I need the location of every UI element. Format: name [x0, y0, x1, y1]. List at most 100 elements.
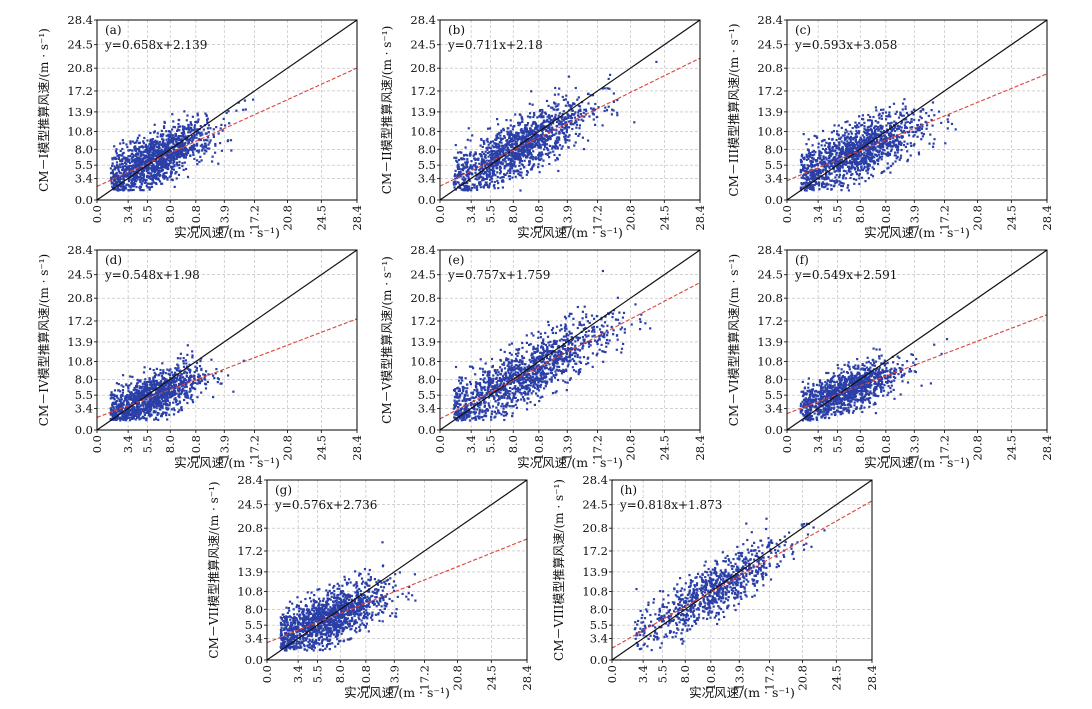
scatter-point: [496, 175, 499, 179]
scatter-point: [160, 129, 163, 132]
scatter-point: [810, 166, 813, 169]
scatter-point: [111, 158, 114, 161]
scatter-point: [109, 413, 112, 416]
scatter-point: [519, 148, 522, 152]
scatter-point: [113, 165, 116, 168]
scatter-point: [470, 160, 473, 163]
scatter-point: [219, 127, 222, 130]
scatter-point: [824, 185, 827, 188]
scatter-point: [557, 93, 560, 96]
scatter-point: [856, 163, 860, 166]
scatter-point: [912, 130, 915, 134]
scatter-point: [828, 145, 831, 148]
scatter-point: [803, 163, 806, 167]
scatter-point: [139, 379, 142, 382]
scatter-point: [603, 109, 606, 113]
scatter-point: [833, 180, 836, 183]
scatter-point: [530, 90, 533, 93]
scatter-point: [835, 166, 839, 169]
scatter-point: [866, 163, 869, 166]
scatter-point: [110, 176, 113, 179]
scatter-point: [903, 129, 906, 132]
scatter-point: [567, 135, 570, 138]
scatter-point: [576, 98, 579, 101]
scatter-point: [196, 396, 199, 399]
scatter-point: [877, 121, 880, 124]
scatter-point: [510, 151, 513, 154]
scatter-point: [170, 165, 173, 168]
scatter-points: [109, 344, 245, 422]
scatter-point: [552, 122, 555, 125]
scatter-point: [499, 166, 502, 169]
scatter-point: [166, 177, 169, 180]
scatter-point: [548, 121, 552, 124]
scatter-point: [181, 133, 184, 136]
scatter-point: [824, 167, 827, 170]
scatter-point: [925, 112, 928, 115]
scatter-point: [510, 154, 513, 157]
scatter-point: [124, 173, 127, 176]
scatter-point: [881, 148, 885, 151]
scatter-point: [504, 173, 507, 176]
scatter-point: [158, 171, 161, 174]
scatter-point: [910, 110, 913, 113]
scatter-point: [204, 146, 207, 149]
scatter-point: [845, 146, 849, 149]
scatter-point: [171, 139, 174, 142]
scatter-point: [810, 171, 813, 174]
scatter-point: [126, 146, 129, 149]
scatter-point: [154, 418, 158, 421]
scatter-point: [550, 114, 554, 118]
scatter-point: [131, 140, 134, 143]
scatter-point: [146, 164, 149, 168]
scatter-point: [125, 175, 128, 178]
scatter-point: [892, 145, 895, 148]
scatter-point: [541, 143, 544, 146]
scatter-point: [173, 398, 176, 401]
scatter-point: [510, 133, 513, 136]
scatter-point: [572, 123, 575, 126]
scatter-point: [478, 162, 481, 165]
scatter-point: [543, 144, 546, 147]
scatter-point: [475, 186, 478, 189]
scatter-point: [466, 138, 469, 141]
scatter-point: [528, 162, 531, 165]
scatter-point: [178, 125, 182, 128]
scatter-point: [123, 173, 126, 177]
scatter-point: [867, 157, 870, 160]
x-tick-label: 20.8: [623, 205, 637, 231]
scatter-point: [520, 171, 523, 174]
scatter-point: [524, 137, 527, 140]
scatter-point: [899, 154, 903, 157]
scatter-point: [804, 188, 807, 191]
scatter-point: [838, 144, 841, 147]
scatter-point: [839, 150, 842, 153]
scatter-point: [188, 376, 191, 379]
scatter-point: [158, 175, 161, 178]
scatter-point: [119, 184, 122, 187]
scatter-point: [500, 150, 503, 153]
scatter-point: [177, 144, 180, 147]
scatter-point: [497, 155, 500, 158]
scatter-point: [827, 183, 830, 186]
scatter-point: [140, 176, 143, 180]
scatter-point: [831, 149, 834, 152]
scatter-point: [167, 137, 170, 140]
scatter-point: [907, 113, 910, 116]
scatter-point: [549, 118, 552, 121]
scatter-point: [894, 129, 897, 133]
scatter-point: [211, 160, 214, 163]
scatter-point: [877, 129, 880, 132]
scatter-point: [607, 105, 610, 108]
scatter-point: [823, 176, 826, 179]
scatter-point: [512, 169, 515, 173]
scatter-point: [545, 146, 549, 150]
scatter-point: [825, 173, 828, 177]
scatter-point: [515, 157, 518, 161]
scatter-point: [849, 152, 852, 155]
scatter-point: [161, 155, 164, 158]
scatter-point: [876, 162, 880, 165]
scatter-point: [863, 151, 866, 154]
scatter-point: [152, 404, 155, 407]
scatter-point: [561, 118, 564, 121]
